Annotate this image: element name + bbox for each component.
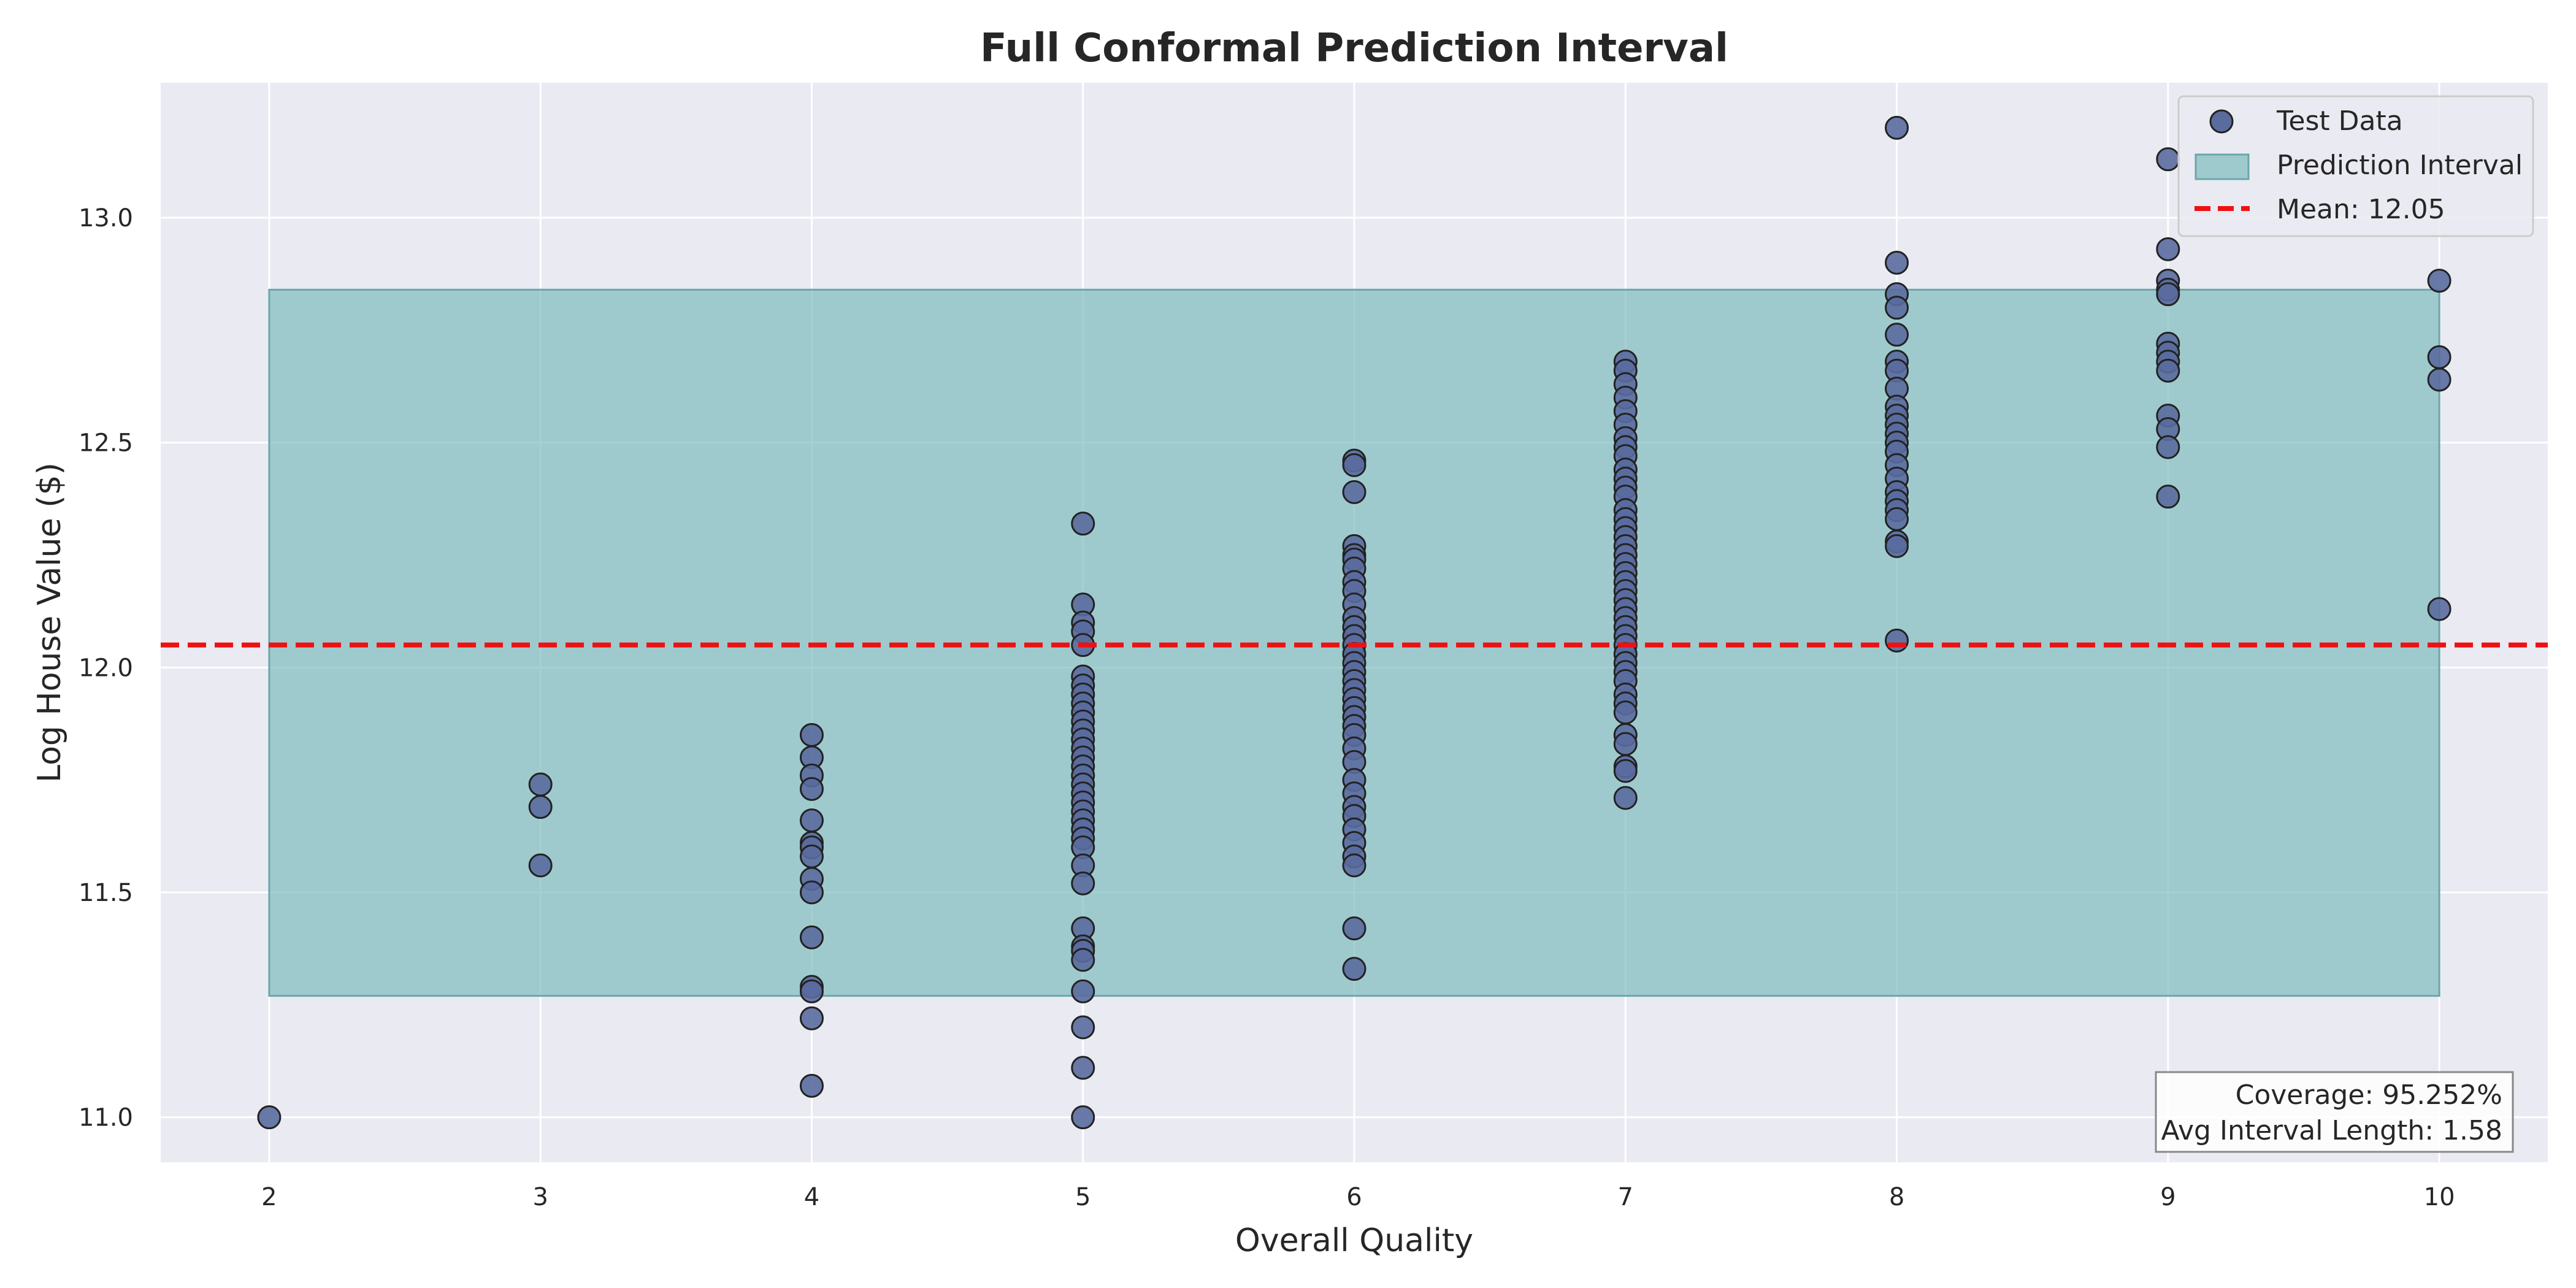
data-point	[799, 1073, 824, 1098]
data-point	[1342, 916, 1367, 941]
x-tick-label: 3	[532, 1183, 548, 1211]
data-point	[1613, 732, 1638, 756]
data-point	[1071, 871, 1095, 895]
data-point	[2427, 345, 2451, 369]
legend-box	[2177, 95, 2534, 237]
data-point	[1071, 1056, 1095, 1080]
x-tick-label: 10	[2424, 1183, 2455, 1211]
stats-annotation: Coverage: 95.252% Avg Interval Length: 1…	[2155, 1071, 2514, 1153]
data-point	[2156, 435, 2180, 459]
data-point	[799, 880, 824, 905]
data-point	[2427, 367, 2451, 392]
y-tick-label: 11.5	[79, 879, 133, 907]
data-point	[1885, 250, 1909, 275]
data-point	[1342, 453, 1367, 477]
data-point	[1885, 296, 1909, 320]
data-point	[257, 1105, 282, 1130]
data-point	[1071, 948, 1095, 972]
avg-interval-length-text: Avg Interval Length: 1.58	[2161, 1115, 2502, 1146]
y-tick-label: 13.0	[79, 204, 133, 232]
data-point	[2156, 147, 2180, 172]
data-point	[1885, 628, 1909, 653]
data-point	[1342, 480, 1367, 504]
data-point	[799, 776, 824, 801]
data-point	[1885, 323, 1909, 347]
x-tick-label: 4	[804, 1183, 819, 1211]
legend-interval-swatch	[2195, 153, 2250, 180]
data-point	[799, 808, 824, 833]
data-point	[1613, 786, 1638, 810]
data-point	[1613, 700, 1638, 725]
data-point	[1885, 115, 1909, 140]
x-axis-label: Overall Quality	[1235, 1222, 1473, 1259]
data-point	[1885, 507, 1909, 531]
tick-labels: 2 3 4 5 6 7 8 9 10 11.0 11.5 12.0 12.5 13.0	[79, 204, 2455, 1211]
legend-label-interval: Prediction Interval	[2277, 150, 2523, 181]
data-point	[1885, 534, 1909, 558]
data-point	[2156, 282, 2180, 307]
y-tick-label: 12.5	[79, 429, 133, 458]
stats-box	[2155, 1071, 2514, 1153]
data-point	[1071, 1015, 1095, 1040]
data-point	[1342, 957, 1367, 981]
data-point	[1071, 979, 1095, 1003]
legend-point-marker	[2209, 109, 2234, 134]
legend-label-test-data: Test Data	[2276, 105, 2403, 137]
data-point	[1613, 759, 1638, 783]
data-point	[528, 772, 553, 797]
data-point	[799, 925, 824, 949]
coverage-text: Coverage: 95.252%	[2236, 1079, 2502, 1111]
data-point	[1071, 1105, 1095, 1130]
data-point	[528, 853, 553, 878]
data-point	[799, 723, 824, 747]
legend-label-mean: Mean: 12.05	[2277, 194, 2445, 225]
data-point	[2427, 269, 2451, 293]
data-point	[1071, 512, 1095, 536]
x-tick-label: 6	[1346, 1183, 1362, 1211]
chart-title: Full Conformal Prediction Interval	[980, 26, 1728, 71]
data-point	[2156, 485, 2180, 509]
data-point	[2427, 597, 2451, 621]
data-point	[2156, 358, 2180, 383]
x-tick-label: 9	[2160, 1183, 2175, 1211]
y-axis-label: Log House Value ($)	[31, 462, 68, 783]
y-tick-label: 11.0	[79, 1104, 133, 1132]
x-tick-label: 8	[1889, 1183, 1904, 1211]
data-point	[799, 1006, 824, 1030]
x-tick-label: 7	[1618, 1183, 1633, 1211]
points-layer	[257, 115, 2451, 1130]
data-point	[799, 844, 824, 868]
y-tick-label: 12.0	[79, 654, 133, 682]
data-point	[1342, 853, 1367, 878]
x-tick-label: 5	[1075, 1183, 1091, 1211]
data-point	[528, 795, 553, 819]
data-point	[799, 979, 824, 1003]
data-point	[2156, 237, 2180, 261]
legend: Test Data Prediction Interval Mean: 12.0…	[2177, 95, 2534, 237]
x-tick-label: 2	[261, 1183, 277, 1211]
